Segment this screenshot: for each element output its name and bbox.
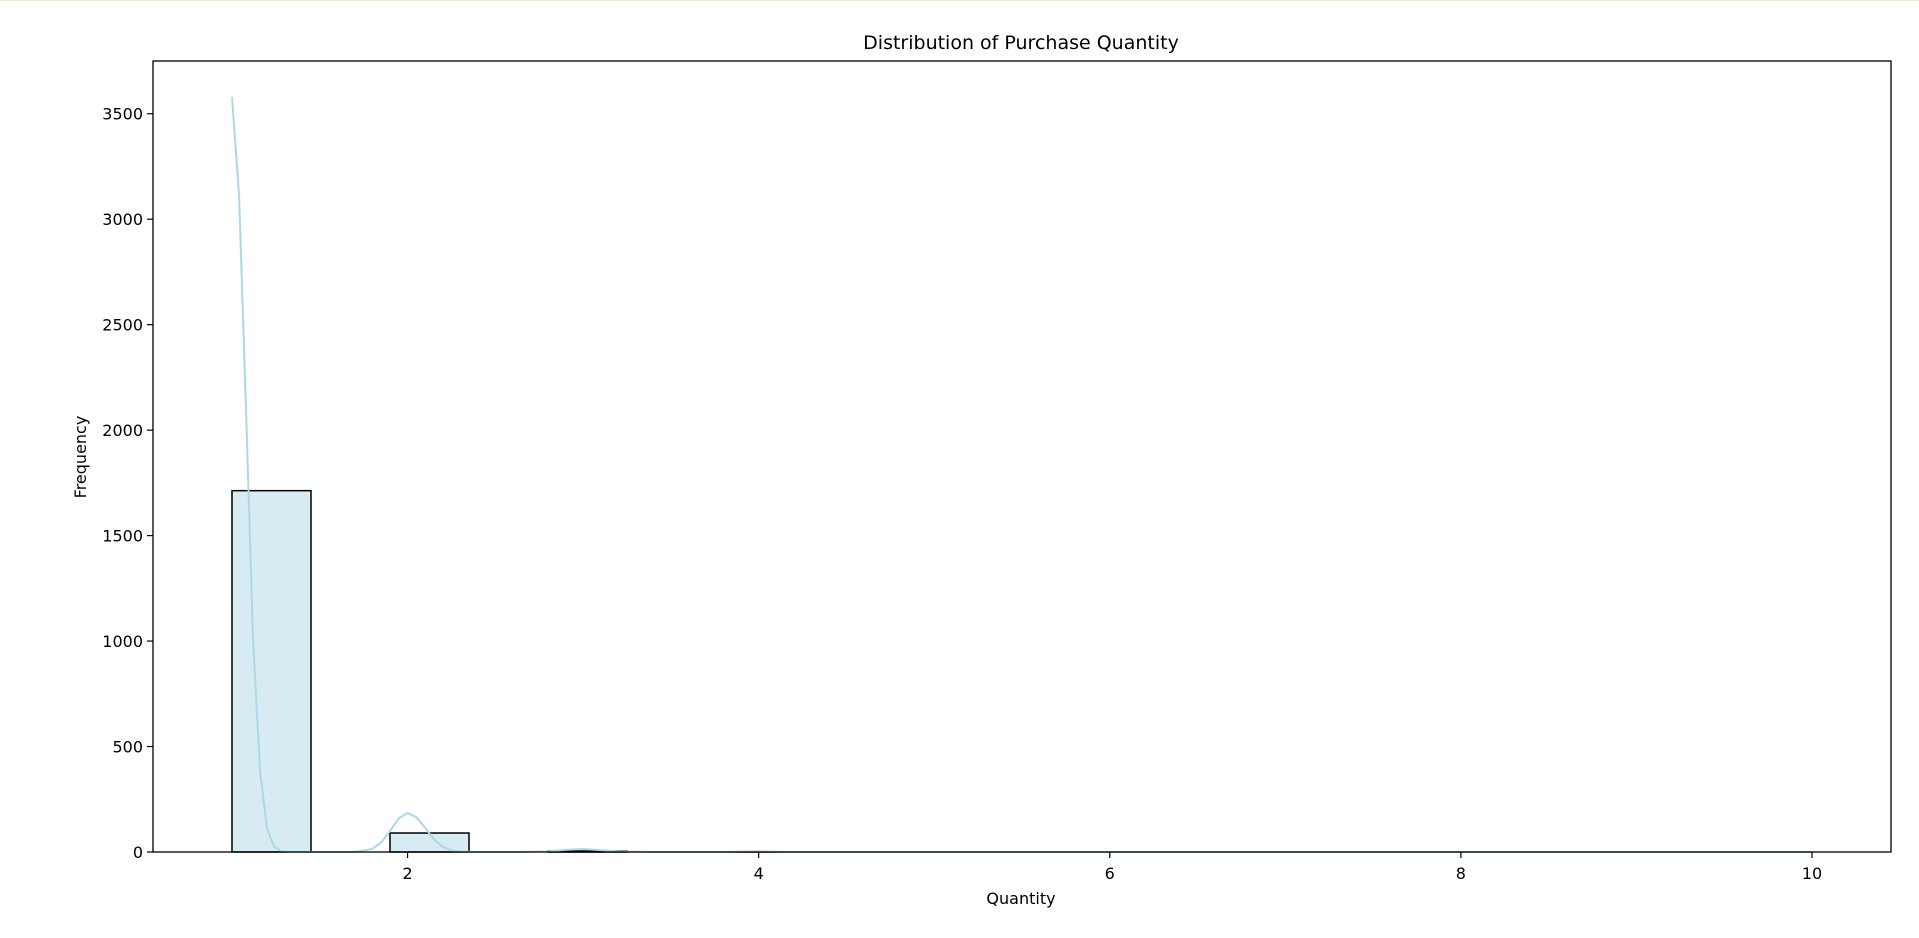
y-tick-label-2500: 2500 xyxy=(102,316,143,335)
histogram-bar-1 xyxy=(389,832,470,853)
y-axis-label: Frequency xyxy=(71,416,90,499)
top-border-line xyxy=(0,0,1919,1)
chart-title: Distribution of Purchase Quantity xyxy=(863,32,1179,54)
y-tick-label-3500: 3500 xyxy=(102,105,143,124)
y-axis-ticks: 0 500 1000 1500 2000 2500 3000 3500 xyxy=(102,105,153,862)
x-axis-ticks: 2 4 6 8 10 xyxy=(402,852,1822,883)
x-tick-label-10: 10 xyxy=(1802,864,1822,883)
bars-group xyxy=(231,489,786,853)
y-tick-label-1000: 1000 xyxy=(102,632,143,651)
x-tick-label-4: 4 xyxy=(754,864,764,883)
y-tick-label-500: 500 xyxy=(112,738,143,757)
kde-curve xyxy=(231,96,1812,853)
y-tick-label-3000: 3000 xyxy=(102,210,143,229)
y-tick-label-2000: 2000 xyxy=(102,421,143,440)
x-tick-label-6: 6 xyxy=(1105,864,1115,883)
x-tick-label-2: 2 xyxy=(402,864,412,883)
histogram-bar-0 xyxy=(231,489,312,853)
x-tick-label-8: 8 xyxy=(1456,864,1466,883)
x-axis-label: Quantity xyxy=(986,889,1055,908)
y-tick-label-0: 0 xyxy=(133,843,143,862)
plot-frame xyxy=(152,60,1892,853)
y-tick-label-1500: 1500 xyxy=(102,527,143,546)
